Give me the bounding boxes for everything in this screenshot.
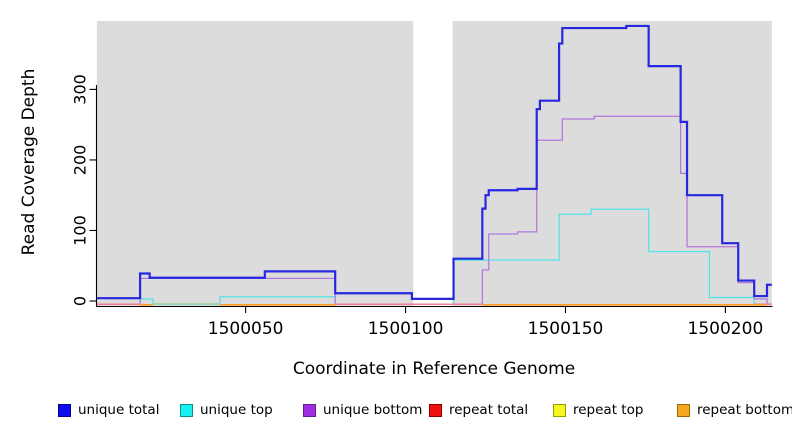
legend-item-unique-top: unique top — [180, 400, 273, 420]
legend-item-repeat-top: repeat top — [553, 400, 643, 420]
legend-item-repeat-bottom: repeat bottom — [677, 400, 792, 420]
repeat-top-swatch-icon — [553, 403, 566, 417]
legend-label: unique top — [200, 402, 273, 418]
unique-bottom-swatch-icon — [303, 403, 316, 417]
legend-label: unique bottom — [323, 402, 423, 418]
svg-text:1500050: 1500050 — [208, 319, 284, 339]
unique-top-swatch-icon — [180, 403, 193, 417]
legend-label: repeat top — [573, 402, 644, 418]
repeat-total-swatch-icon — [429, 403, 442, 417]
legend-item-unique-total: unique total — [58, 400, 159, 420]
svg-text:200: 200 — [71, 145, 90, 176]
svg-text:0: 0 — [71, 296, 90, 306]
unique-total-swatch-icon — [58, 403, 71, 417]
legend-item-unique-bottom: unique bottom — [303, 400, 422, 420]
legend-item-repeat-total: repeat total — [429, 400, 528, 420]
chart-legend: unique total unique top unique bottom re… — [0, 400, 792, 424]
svg-text:100: 100 — [71, 215, 90, 246]
svg-text:1500100: 1500100 — [368, 319, 444, 339]
svg-text:1500200: 1500200 — [688, 319, 764, 339]
svg-text:300: 300 — [71, 74, 90, 105]
legend-label: repeat total — [449, 402, 529, 418]
x-axis-title: Coordinate in Reference Genome — [293, 359, 575, 379]
legend-label: unique total — [78, 402, 160, 418]
legend-label: repeat bottom — [697, 402, 792, 418]
repeat-bottom-swatch-icon — [677, 403, 690, 417]
y-axis-title: Read Coverage Depth — [19, 69, 39, 256]
svg-text:1500150: 1500150 — [528, 319, 604, 339]
